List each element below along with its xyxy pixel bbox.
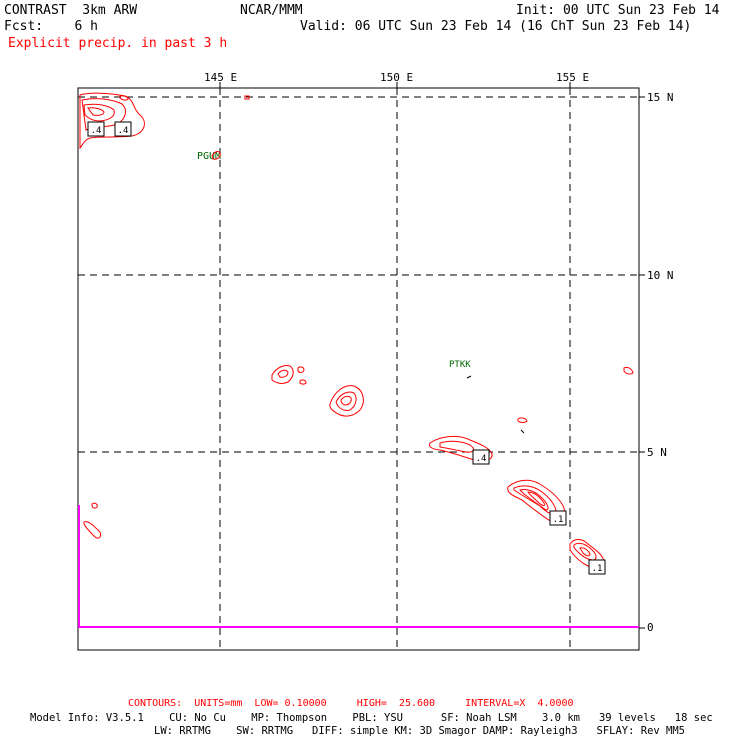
lon-label-155: 155 E: [556, 71, 590, 84]
contour-label-box-2: [114, 121, 132, 137]
black-mark-east: [520, 429, 525, 434]
center-title: NCAR/MMM: [240, 3, 303, 18]
lat-label-15n: 15 N: [647, 91, 674, 104]
precip-small-sw-1: [91, 502, 98, 509]
model-info-line-1: Model Info: V3.5.1 CU: No Cu MP: Thompso…: [30, 712, 713, 724]
map-frame: [77, 87, 640, 651]
model-info-line-2: LW: RRTMG SW: RRTMG DIFF: simple KM: 3D …: [154, 725, 686, 737]
lon-label-145: 145 E: [204, 71, 238, 84]
contour-label-4: .1: [553, 515, 564, 525]
precip-near-guam: [211, 151, 221, 160]
contour-label-2: .4: [118, 126, 129, 136]
bar-zero-label: 0: [647, 621, 654, 634]
model-title: CONTRAST 3km ARW: [4, 3, 138, 18]
lat-label-10n: 10 N: [647, 269, 674, 282]
contour-label-box-1: [87, 121, 105, 137]
station-label-pgum: PGUM: [197, 151, 222, 162]
contour-label-3: .4: [476, 454, 487, 464]
precip-cluster-central-west: [271, 365, 307, 385]
contour-label-box-3: [472, 449, 490, 465]
precip-cluster-northwest: [79, 92, 145, 150]
contour-label-5: .1: [592, 564, 603, 574]
contours-info: CONTOURS: UNITS=mm LOW= 0.10000 HIGH= 25…: [128, 698, 574, 709]
contour-label-box-4: [549, 510, 567, 526]
contour-label-1: .4: [91, 126, 102, 136]
valid-time: Valid: 06 UTC Sun 23 Feb 14 (16 ChT Sun …: [300, 19, 692, 34]
field-title: Explicit precip. in past 3 h: [8, 36, 228, 51]
precip-cluster-central: [329, 385, 364, 417]
precip-small-sw-2: [83, 521, 101, 539]
contour-label-box-5: [588, 559, 606, 575]
precip-cluster-east-5n: [429, 366, 634, 462]
station-marker-ptkk: [466, 375, 472, 379]
precip-dot-top: [244, 95, 250, 100]
forecast-hour: Fcst: 6 h: [4, 19, 98, 34]
lon-label-150: 150 E: [380, 71, 414, 84]
station-label-ptkk: PTKK: [449, 360, 471, 370]
init-time: Init: 00 UTC Sun 23 Feb 14: [516, 3, 720, 18]
lat-label-5n: 5 N: [647, 446, 667, 459]
